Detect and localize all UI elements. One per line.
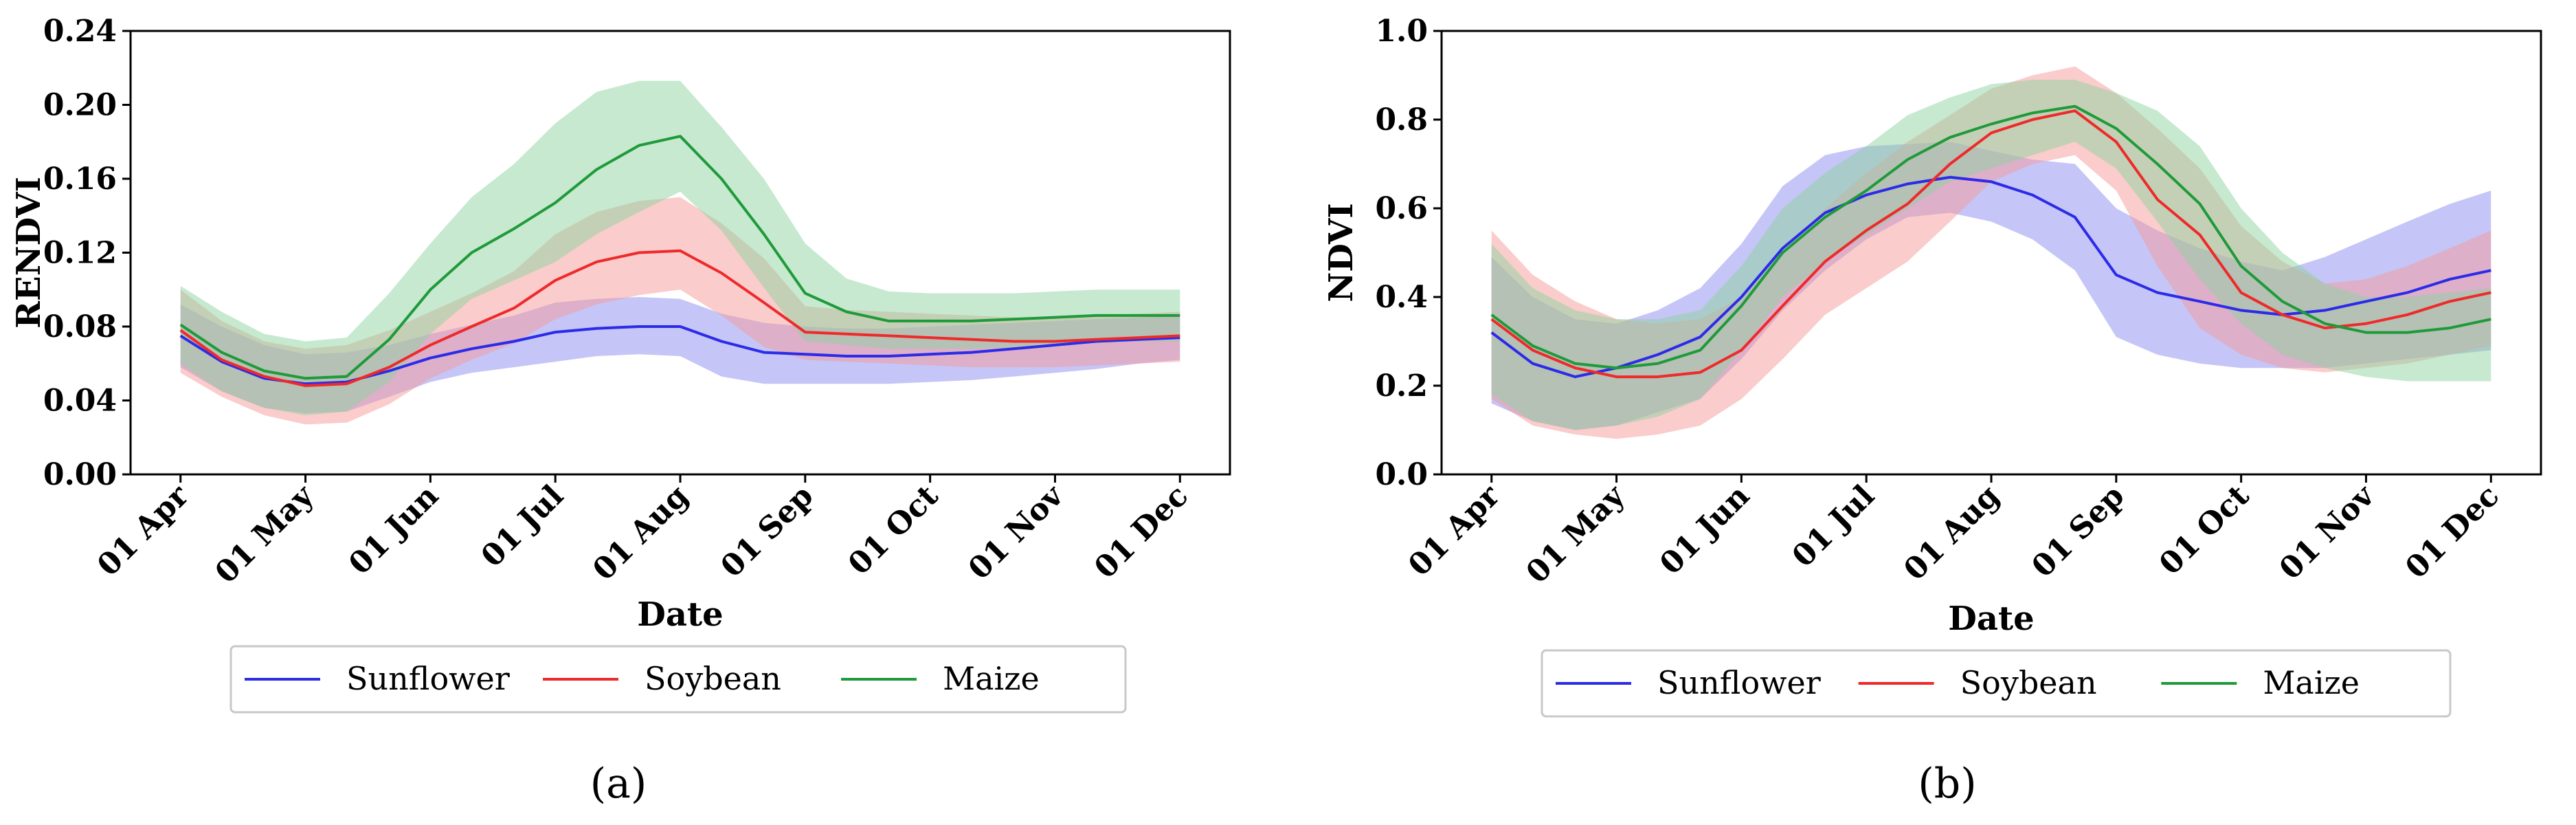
- y-tick-label: 1.0: [1375, 14, 1428, 49]
- line-soybean: [179, 249, 1180, 387]
- band-maize: [1491, 80, 2491, 430]
- legend-label-maize: Maize: [2263, 664, 2360, 701]
- panel-a: 0.00 0.04 0.08 0.12 0.16 0.20 0.24 01 Apr 01 Ma…: [10, 14, 1231, 808]
- y-tick-label: 0.6: [1375, 191, 1428, 226]
- x-axis-label-b: Date: [1948, 600, 2034, 638]
- x-tick-label: 01 Sep: [2025, 478, 2131, 584]
- y-tick-label: 0.4: [1375, 280, 1428, 315]
- y-tick-label: 0.04: [43, 384, 117, 419]
- y-tick-label: 0.00: [43, 457, 117, 492]
- y-axis-label-a: RENDVI: [10, 177, 48, 329]
- x-tick-label: 01 Nov: [2273, 478, 2382, 586]
- y-tick-label: 0.16: [43, 162, 117, 197]
- legend-label-sunflower: Sunflower: [1657, 664, 1821, 701]
- legend-a: Sunflower Soybean Maize: [229, 645, 1127, 714]
- y-tick-label: 0.8: [1375, 102, 1428, 138]
- band-maize: [180, 80, 1180, 415]
- x-axis-a: 01 Apr 01 May 01 Jun 01 Jul 01 Aug 01 Sep 01 O…: [91, 474, 1195, 591]
- band-sunflower: [180, 297, 1180, 414]
- line-maize: [1490, 104, 2491, 370]
- line-soybean: [1490, 109, 2491, 379]
- y-tick-label: 0.12: [43, 236, 117, 271]
- legend-label-soybean: Soybean: [1960, 664, 2097, 701]
- legend-b: Sunflower Soybean Maize: [1541, 649, 2452, 718]
- x-tick-label: 01 May: [1519, 478, 1632, 591]
- mean-lines-a: [179, 135, 1180, 387]
- x-tick-label: 01 Sep: [714, 478, 820, 584]
- x-tick-label: 01 Aug: [1897, 478, 2006, 588]
- x-tick-label: 01 Dec: [2399, 478, 2506, 586]
- x-tick-label: 01 May: [208, 478, 321, 591]
- y-tick-label: 0.2: [1375, 368, 1428, 404]
- y-axis-a: 0.00 0.04 0.08 0.12 0.16 0.20 0.24: [43, 14, 131, 492]
- x-axis-b: 01 Apr 01 May 01 Jun 01 Jul 01 Aug 01 Sep 01 O…: [1402, 474, 2506, 591]
- legend-label-maize: Maize: [943, 660, 1040, 697]
- x-tick-label: 01 Jun: [342, 478, 445, 582]
- line-maize: [179, 135, 1180, 380]
- mean-lines-b: [1490, 104, 2491, 379]
- x-tick-label: 01 Dec: [1088, 478, 1195, 586]
- y-tick-label: 0.20: [43, 88, 117, 123]
- x-tick-label: 01 Jul: [475, 478, 570, 574]
- legend-label-sunflower: Sunflower: [346, 660, 510, 697]
- confidence-bands-b: [1491, 66, 2491, 439]
- y-tick-label: 0.08: [43, 309, 117, 344]
- x-tick-label: 01 Jul: [1786, 478, 1881, 574]
- y-axis-label-b: NDVI: [1322, 203, 1360, 302]
- line-sunflower: [1490, 175, 2491, 379]
- y-axis-b: 0.0 0.2 0.4 0.6 0.8 1.0: [1375, 14, 1442, 492]
- x-tick-label: 01 Aug: [586, 478, 695, 588]
- x-tick-label: 01 Jun: [1653, 478, 1756, 582]
- panel-b: 0.00.20.40.60.81.0 01 Apr 01 May 01 Jun 01 …: [1322, 14, 2542, 808]
- x-tick-label: 01 Oct: [2153, 478, 2256, 582]
- y-tick-label: 0.0: [1375, 457, 1428, 492]
- legend-label-soybean: Soybean: [645, 660, 781, 697]
- x-axis-label-a: Date: [637, 595, 723, 634]
- panel-label-b: (b): [1918, 760, 1976, 808]
- legend-box-b: [1541, 649, 2452, 718]
- x-tick-label: 01 Oct: [842, 478, 945, 582]
- y-tick-label: 0.24: [43, 14, 117, 49]
- panel-label-a: (a): [590, 760, 647, 808]
- x-tick-label: 01 Apr: [1402, 478, 1507, 583]
- x-tick-label: 01 Nov: [962, 478, 1071, 586]
- legend-box-a: [229, 645, 1127, 714]
- confidence-bands-a: [180, 80, 1180, 425]
- band-soybean: [180, 197, 1180, 425]
- line-sunflower: [179, 325, 1180, 386]
- x-tick-label: 01 Apr: [91, 478, 196, 583]
